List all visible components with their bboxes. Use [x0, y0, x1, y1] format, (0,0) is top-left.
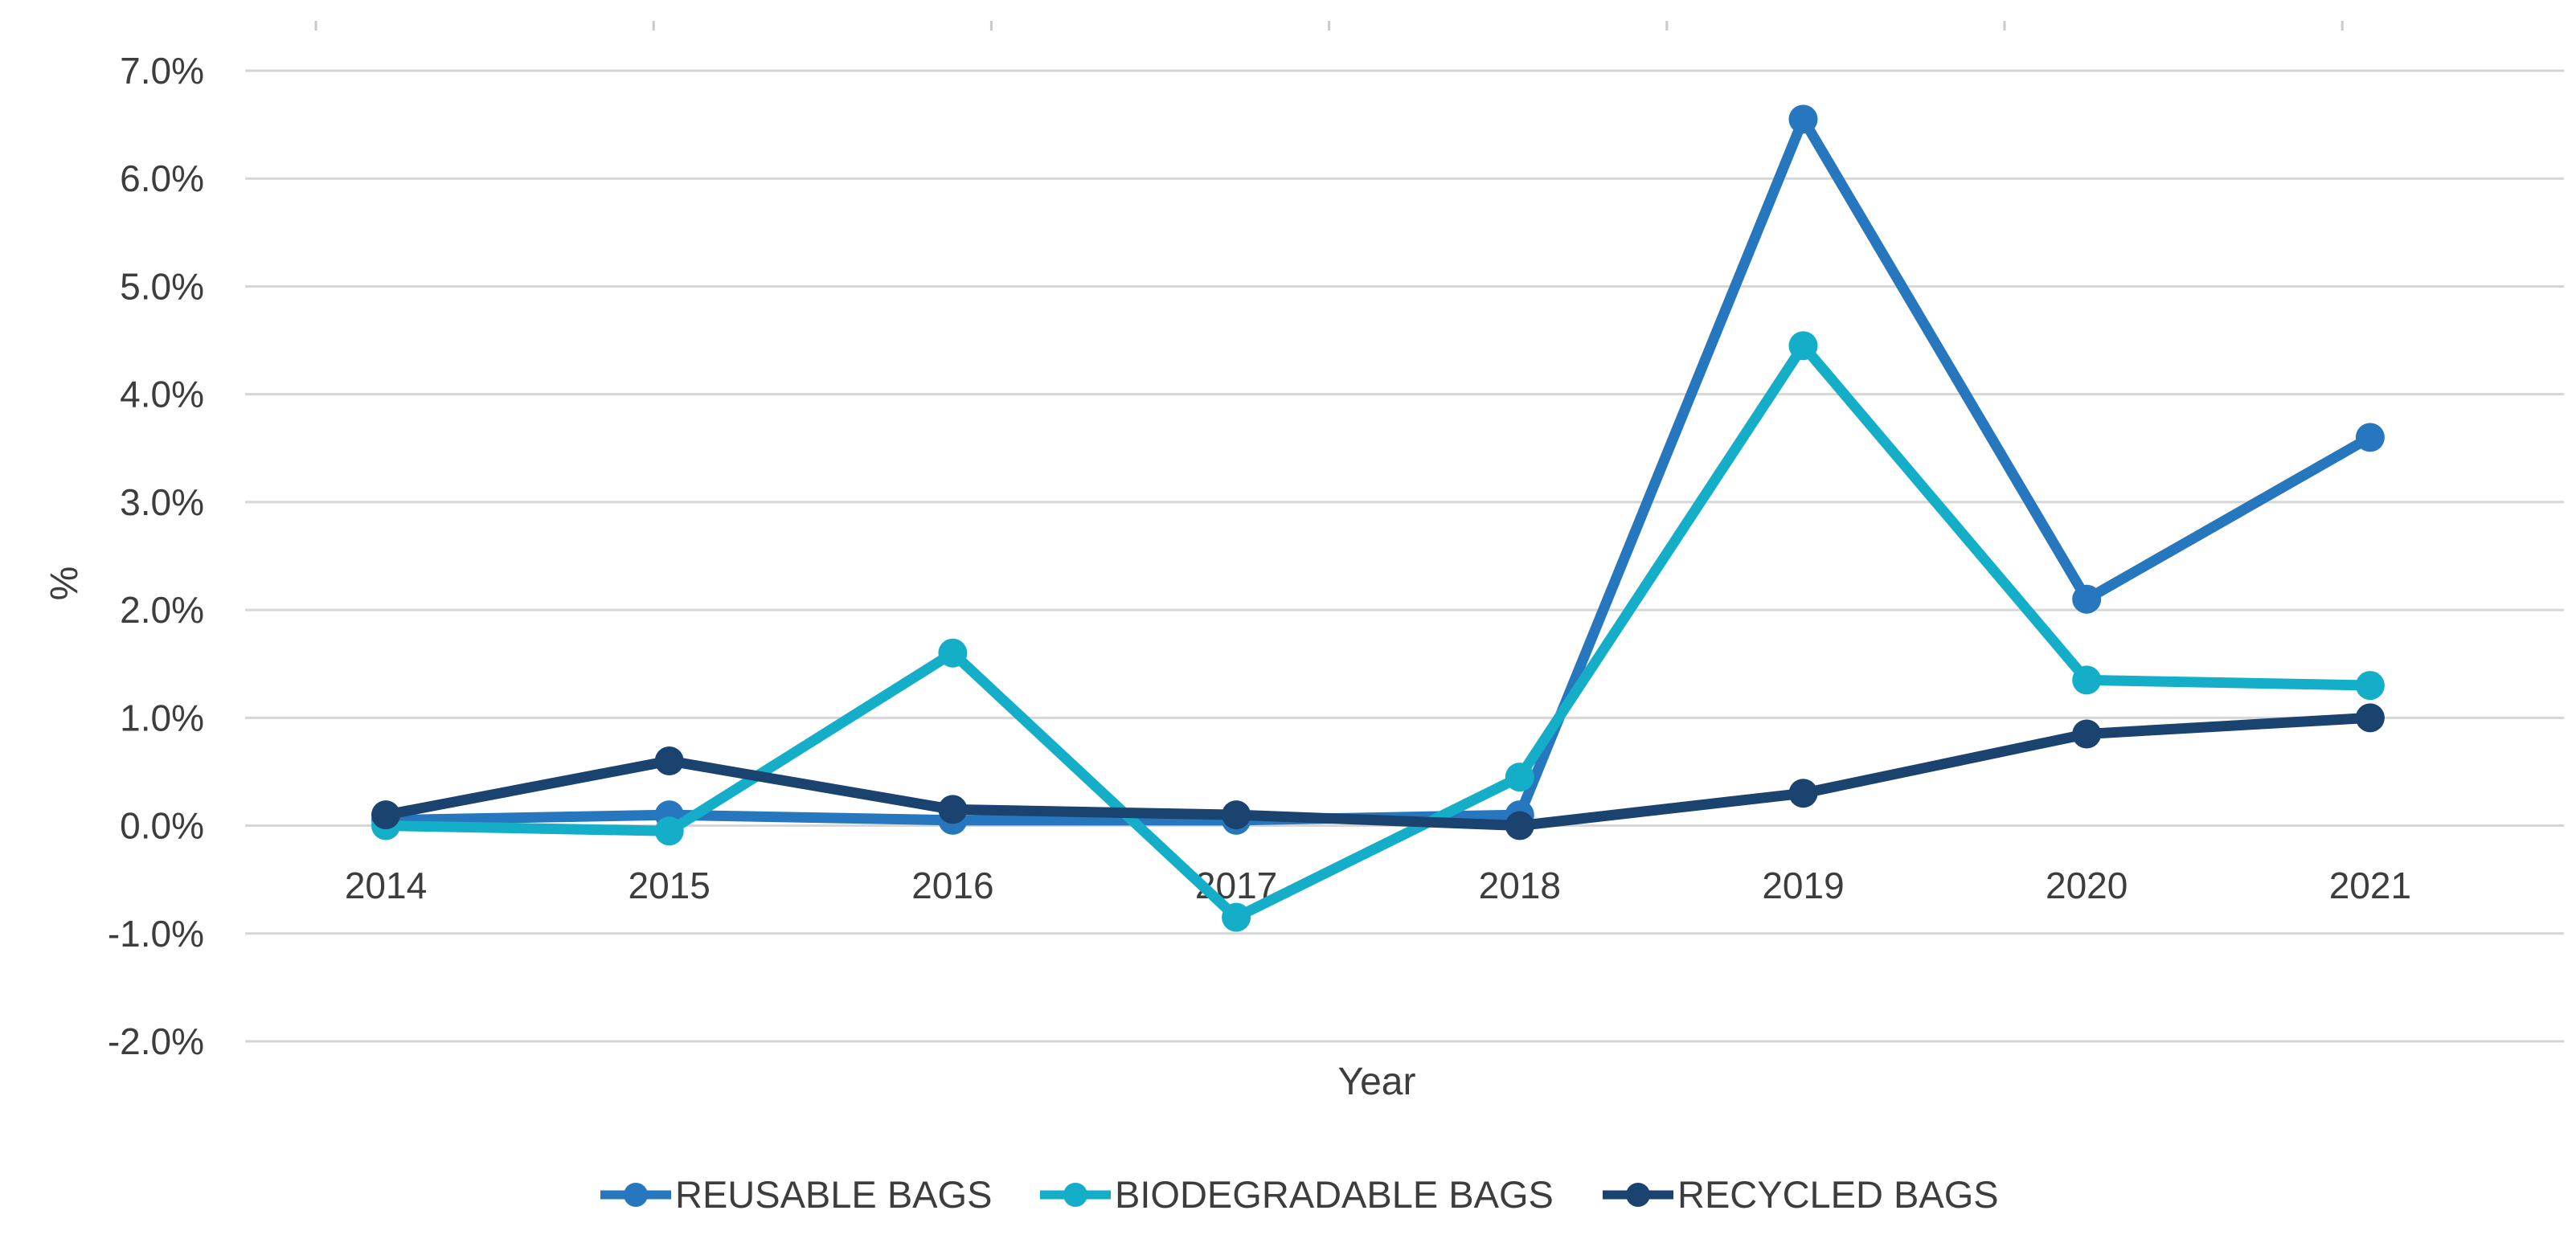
- data-point-recycled-bags-2020: [2072, 719, 2102, 749]
- y-axis-tick-labels: 7.0% 6.0% 5.0% 4.0% 3.0% 2.0% 1.0% 0.0% -1.0% -2.…: [108, 50, 204, 1062]
- series-group: [371, 104, 2385, 932]
- data-point-reusable-bags-2019: [1788, 104, 1818, 134]
- series-line-biodegradable-bags: [380, 340, 2376, 923]
- legend-item-reusable-bags: REUSABLE BAGS: [600, 1173, 992, 1216]
- data-point-biodegradable-bags-2019: [1788, 331, 1818, 361]
- legend-item-recycled-bags: RECYCLED BAGS: [1603, 1173, 1999, 1216]
- x-axis-title: Year: [1338, 1061, 1416, 1103]
- series-biodegradable-bags: [371, 331, 2385, 932]
- data-point-recycled-bags-2014: [371, 800, 400, 830]
- y-tick-label: 1.0%: [120, 697, 204, 738]
- x-axis-tick-labels: 2014 2015 2016 2017 2018 2019 2020 2021: [345, 865, 2411, 906]
- legend-marker-icon: [1063, 1183, 1087, 1207]
- data-point-recycled-bags-2016: [938, 795, 968, 824]
- plot-gridlines: [245, 69, 2564, 1043]
- y-tick-label: 6.0%: [120, 157, 204, 199]
- x-tick-label: 2020: [2046, 865, 2128, 906]
- series-line-reusable-bags: [380, 113, 2376, 826]
- data-point-biodegradable-bags-2020: [2072, 665, 2102, 695]
- legend-label: BIODEGRADABLE BAGS: [1115, 1173, 1554, 1216]
- legend: REUSABLE BAGS BIODEGRADABLE BAGS RECYCLED …: [600, 1173, 1999, 1216]
- data-point-reusable-bags-2021: [2355, 423, 2385, 452]
- y-tick-label: 5.0%: [120, 265, 204, 307]
- data-point-recycled-bags-2015: [654, 746, 684, 776]
- x-tick-label: 2015: [629, 865, 711, 906]
- data-point-biodegradable-bags-2018: [1505, 763, 1534, 792]
- y-tick-label: 3.0%: [120, 481, 204, 523]
- y-tick-label: 2.0%: [120, 589, 204, 631]
- legend-label: RECYCLED BAGS: [1677, 1173, 1999, 1216]
- y-tick-label: 7.0%: [120, 50, 204, 92]
- data-point-biodegradable-bags-2016: [938, 638, 968, 668]
- x-tick-label: 2018: [1479, 865, 1561, 906]
- y-tick-label: -2.0%: [108, 1020, 204, 1062]
- data-point-recycled-bags-2017: [1222, 800, 1251, 830]
- x-tick-label: 2016: [911, 865, 993, 906]
- y-axis-title: %: [43, 566, 86, 601]
- data-point-biodegradable-bags-2017: [1222, 902, 1251, 932]
- data-point-biodegradable-bags-2021: [2355, 671, 2385, 701]
- data-point-reusable-bags-2020: [2072, 584, 2102, 614]
- y-tick-label: 4.0%: [120, 374, 204, 415]
- x-tick-label: 2014: [345, 865, 427, 906]
- top-axis-ticks: [314, 21, 2344, 31]
- y-tick-label: -1.0%: [108, 913, 204, 955]
- x-tick-label: 2021: [2329, 865, 2411, 906]
- legend-marker-icon: [624, 1183, 648, 1207]
- x-tick-label: 2019: [1762, 865, 1844, 906]
- y-tick-label: 0.0%: [120, 805, 204, 847]
- series-line-recycled-bags: [380, 712, 2376, 832]
- series-recycled-bags: [371, 703, 2385, 840]
- data-point-recycled-bags-2021: [2355, 703, 2385, 733]
- data-point-biodegradable-bags-2015: [654, 816, 684, 846]
- data-point-recycled-bags-2018: [1505, 811, 1534, 840]
- data-point-recycled-bags-2019: [1788, 779, 1818, 808]
- legend-item-biodegradable-bags: BIODEGRADABLE BAGS: [1040, 1173, 1554, 1216]
- legend-label: REUSABLE BAGS: [675, 1173, 992, 1216]
- legend-marker-icon: [1626, 1183, 1650, 1207]
